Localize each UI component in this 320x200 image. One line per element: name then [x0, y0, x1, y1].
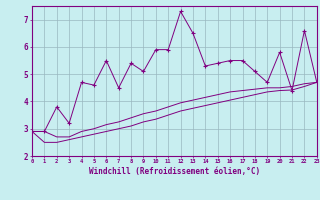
- X-axis label: Windchill (Refroidissement éolien,°C): Windchill (Refroidissement éolien,°C): [89, 167, 260, 176]
